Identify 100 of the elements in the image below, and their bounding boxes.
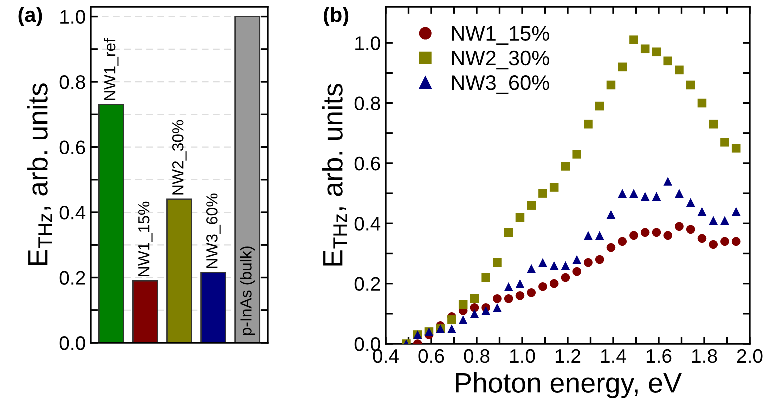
x-tick-label: 1.6 xyxy=(646,349,672,364)
point xyxy=(538,258,548,268)
point xyxy=(709,216,718,226)
point xyxy=(470,294,480,304)
point xyxy=(698,98,707,108)
point xyxy=(720,216,730,226)
point xyxy=(584,231,593,240)
point xyxy=(675,222,684,232)
point xyxy=(595,231,604,240)
x-tick-label: p-InAs (bulk) xyxy=(240,246,256,336)
x-tick-label: 0.6 xyxy=(418,349,444,364)
legend-label: NW3_60% xyxy=(452,76,550,94)
y-tick-label: 1.0 xyxy=(60,10,86,24)
point xyxy=(561,261,570,270)
bar xyxy=(200,272,226,343)
point xyxy=(448,324,456,334)
point xyxy=(470,310,480,318)
point xyxy=(595,255,604,264)
point xyxy=(732,207,741,216)
point xyxy=(504,294,514,304)
point xyxy=(675,66,684,75)
chart-title: (a) xyxy=(18,7,42,26)
y-tick-label: 0.8 xyxy=(60,75,86,90)
point xyxy=(584,258,593,268)
point xyxy=(493,294,502,304)
y-tick-label: 0.0 xyxy=(60,336,86,350)
point xyxy=(527,201,536,210)
x-tick-label: 0.8 xyxy=(464,349,490,364)
point xyxy=(572,255,582,264)
y-tick-label: 0.2 xyxy=(354,277,380,292)
point xyxy=(538,189,548,198)
y-tick-label: 0.4 xyxy=(354,217,381,231)
point xyxy=(550,279,559,288)
point xyxy=(686,80,696,90)
point xyxy=(640,228,650,238)
point xyxy=(595,102,604,111)
legend-label: NW2_30% xyxy=(452,50,550,70)
point xyxy=(538,282,548,292)
bar xyxy=(132,280,158,343)
point xyxy=(664,231,672,240)
point xyxy=(652,48,662,57)
point xyxy=(686,225,696,234)
point xyxy=(516,279,525,288)
point xyxy=(572,267,582,276)
point xyxy=(504,228,514,238)
point xyxy=(630,231,638,240)
y-tick-label: 0.6 xyxy=(354,156,380,171)
point xyxy=(527,264,536,274)
y-tick-label: 0.0 xyxy=(354,337,380,352)
bar xyxy=(98,104,124,343)
point xyxy=(652,192,662,201)
x-tick-label: NW1_ref xyxy=(104,38,119,100)
point xyxy=(458,316,468,324)
point xyxy=(572,150,582,159)
y-tick-label: 0.2 xyxy=(60,271,86,285)
point xyxy=(561,273,570,282)
point xyxy=(640,44,650,54)
x-tick-label: 1.4 xyxy=(601,350,626,363)
point xyxy=(493,304,502,312)
point xyxy=(698,207,707,216)
y-axis-title: E$_{THz}$, arb. units xyxy=(322,84,348,266)
bar xyxy=(234,16,261,343)
point xyxy=(720,138,730,147)
point xyxy=(720,237,730,246)
point xyxy=(584,120,593,129)
point xyxy=(527,288,536,298)
chart-title: (b) xyxy=(324,7,349,26)
point xyxy=(550,261,559,270)
point xyxy=(686,198,696,207)
point xyxy=(504,282,514,292)
y-tick-label: 1.0 xyxy=(356,36,380,50)
point xyxy=(470,304,480,312)
point xyxy=(606,243,616,252)
x-tick-label: 0.4 xyxy=(373,349,399,364)
x-tick-label: 1.2 xyxy=(556,349,581,363)
point xyxy=(458,300,468,310)
x-tick-label: 1.0 xyxy=(510,349,536,364)
y-axis-title: E$_{THz}$, arb. units xyxy=(28,84,52,266)
y-tick-label: 0.8 xyxy=(354,96,380,111)
point xyxy=(618,237,627,246)
point xyxy=(448,316,456,324)
point xyxy=(550,183,559,192)
legend-label: NW1_15% xyxy=(452,26,550,45)
point xyxy=(482,306,490,316)
point xyxy=(493,258,502,268)
point xyxy=(482,273,490,282)
point xyxy=(709,120,718,129)
y-tick-label: 0.6 xyxy=(60,140,86,155)
point xyxy=(652,228,662,238)
x-tick-label: 1.8 xyxy=(692,349,718,364)
point xyxy=(516,213,525,222)
point xyxy=(618,62,627,72)
point xyxy=(732,144,741,153)
point xyxy=(698,234,707,244)
point xyxy=(630,189,638,198)
point xyxy=(516,291,525,300)
point xyxy=(561,162,570,171)
x-tick-label: 2.0 xyxy=(737,349,763,364)
point xyxy=(630,36,638,44)
point xyxy=(618,189,627,198)
